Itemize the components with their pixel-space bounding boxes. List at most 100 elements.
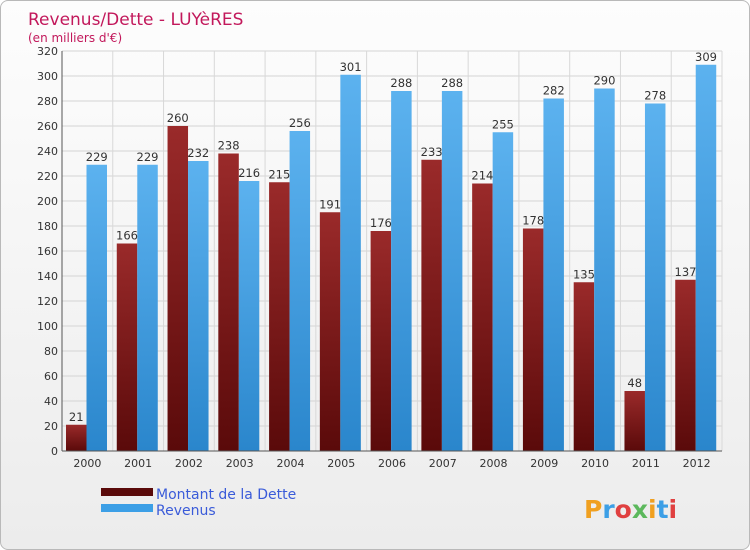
x-tick-label: 2002 [175, 457, 203, 470]
x-tick-label: 2010 [581, 457, 609, 470]
data-label: 216 [238, 166, 260, 180]
chart-title: Revenus/Dette - LUYèRES [28, 10, 243, 30]
logo-text: Proxiti [584, 495, 677, 524]
bar-dette [370, 231, 392, 451]
x-tick-label: 2008 [480, 457, 508, 470]
bar-dette [421, 159, 442, 451]
x-tick-label: 2012 [683, 457, 711, 470]
legend-label: Revenus [156, 503, 216, 519]
bar-revenus [644, 103, 666, 451]
logo-letter: i [648, 495, 657, 524]
legend-swatch [101, 488, 153, 496]
y-tick-label: 200 [37, 195, 58, 208]
y-tick-label: 220 [37, 170, 58, 183]
data-label: 176 [370, 216, 392, 230]
data-label: 21 [69, 410, 84, 424]
x-tick-label: 2000 [73, 457, 101, 470]
bar-revenus [391, 91, 412, 451]
x-tick-label: 2001 [124, 457, 152, 470]
legend-swatch [101, 504, 153, 512]
logo-letter: P [584, 495, 602, 524]
data-label: 288 [390, 76, 412, 90]
data-label: 166 [116, 229, 138, 243]
bars [66, 64, 717, 451]
bar-dette [66, 424, 87, 451]
bar-revenus [695, 64, 717, 451]
y-tick-label: 40 [44, 395, 58, 408]
data-label: 215 [268, 167, 290, 181]
data-label: 48 [627, 376, 642, 390]
data-label: 233 [421, 145, 443, 159]
x-tick-label: 2011 [632, 457, 660, 470]
x-tick-label: 2003 [226, 457, 254, 470]
x-tick-label: 2007 [429, 457, 457, 470]
data-label: 232 [187, 146, 209, 160]
data-labels: 21 229 166 229 260 232 238 216 215 256 191 301 176 28… [69, 50, 717, 424]
y-tick-label: 80 [44, 345, 58, 358]
data-label: 191 [319, 197, 341, 211]
x-tick-label: 2009 [530, 457, 558, 470]
bar-dette [573, 282, 595, 451]
y-tick-label: 120 [37, 295, 58, 308]
bar-dette [319, 212, 341, 451]
data-label: 178 [522, 214, 544, 228]
data-label: 278 [644, 89, 666, 103]
data-label: 238 [218, 139, 240, 153]
data-label: 229 [86, 150, 108, 164]
y-tick-label: 140 [37, 270, 58, 283]
bar-dette [522, 228, 544, 451]
bar-dette [269, 182, 290, 451]
y-tick-label: 180 [37, 220, 58, 233]
axes: 0 20 40 60 80 100 120 140 160 180 200 220 240 260 280 3… [37, 45, 722, 470]
bar-revenus [340, 74, 361, 451]
bar-dette [218, 153, 239, 451]
data-label: 290 [593, 74, 615, 88]
data-label: 301 [340, 60, 362, 74]
bar-revenus [492, 132, 514, 451]
logo-letter: r [602, 495, 615, 524]
logo-letter: i [669, 495, 678, 524]
x-tick-label: 2005 [327, 457, 355, 470]
y-tick-label: 60 [44, 370, 58, 383]
chart-subtitle: (en milliers d'€) [28, 31, 122, 45]
bar-dette [624, 391, 645, 451]
bar-revenus [238, 181, 260, 451]
y-tick-label: 320 [37, 45, 58, 58]
x-tick-label: 2004 [276, 457, 304, 470]
x-tick-label: 2006 [378, 457, 406, 470]
y-tick-label: 100 [37, 320, 58, 333]
data-label: 288 [441, 76, 463, 90]
data-label: 214 [471, 169, 493, 183]
bar-revenus [137, 164, 158, 451]
bar-dette [472, 183, 493, 451]
y-tick-label: 160 [37, 245, 58, 258]
bar-dette [116, 243, 138, 451]
legend-label: Montant de la Dette [156, 487, 296, 503]
bar-dette [675, 279, 696, 451]
data-label: 135 [573, 267, 595, 281]
data-label: 229 [137, 150, 159, 164]
bar-revenus [441, 91, 463, 451]
bar-revenus [188, 161, 209, 451]
data-label: 309 [695, 50, 717, 64]
proxiti-logo: Proxiti [584, 495, 677, 524]
logo-letter: o [615, 495, 632, 524]
bar-revenus [543, 98, 564, 451]
y-tick-label: 20 [44, 420, 58, 433]
logo-letter: x [632, 495, 648, 524]
y-tick-label: 240 [37, 145, 58, 158]
data-label: 255 [492, 117, 514, 131]
bar-revenus [594, 88, 615, 451]
data-label: 137 [675, 265, 697, 279]
logo-letter: t [657, 495, 669, 524]
y-tick-label: 260 [37, 120, 58, 133]
y-tick-label: 280 [37, 95, 58, 108]
y-tick-label: 0 [51, 445, 58, 458]
y-tick-label: 300 [37, 70, 58, 83]
bar-dette [167, 126, 189, 451]
data-label: 260 [167, 111, 189, 125]
data-label: 256 [289, 116, 311, 130]
